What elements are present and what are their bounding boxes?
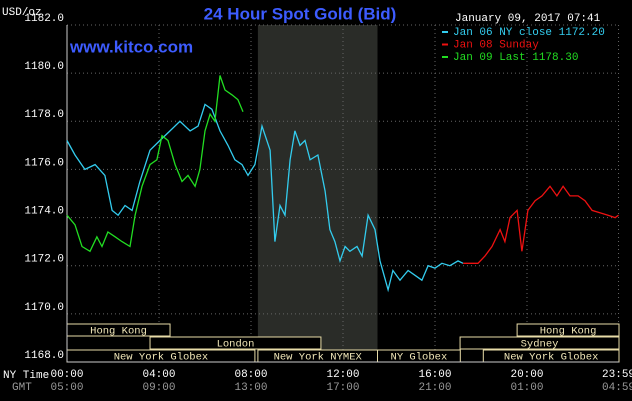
session-label: Hong Kong [540, 325, 597, 337]
timestamp: January 09, 2017 07:41 [455, 13, 601, 25]
session-label: Hong Kong [90, 325, 147, 337]
price-line [463, 185, 619, 264]
x-gmt-label: 01:00 [510, 382, 543, 394]
session-label: London [217, 338, 255, 350]
y-tick-label: 1176.0 [24, 157, 64, 169]
x-gmt-label: 17:00 [326, 382, 359, 394]
x-gmt-label: 04:59 [602, 382, 632, 394]
price-line [66, 75, 244, 253]
legend-label: Jan 09 Last 1178.30 [453, 52, 578, 64]
x-gmt-label: 13:00 [234, 382, 267, 394]
shaded-session [257, 25, 378, 362]
ny-time-label: NY Time [3, 370, 49, 382]
x-tick-label: 00:00 [50, 369, 83, 381]
session-bar [149, 336, 322, 350]
y-tick-label: 1174.0 [24, 205, 64, 217]
session-label: NY Globex [391, 351, 448, 363]
x-tick-label: 20:00 [510, 369, 543, 381]
chart-title: 24 Hour Spot Gold (Bid) [204, 4, 397, 23]
x-tick-label: 12:00 [326, 369, 359, 381]
session-label: New York Globex [504, 351, 599, 363]
x-tick-label: 04:00 [142, 369, 175, 381]
legend-label: Jan 06 NY close 1172.20 [453, 27, 605, 39]
x-gmt-label: 05:00 [50, 382, 83, 394]
y-tick-label: 1168.0 [24, 350, 64, 362]
y-tick-label: 1172.0 [24, 254, 64, 266]
x-tick-label: 16:00 [418, 369, 451, 381]
legend-label: Jan 08 Sunday [453, 39, 539, 51]
session-label: New York NYMEX [274, 351, 363, 363]
y-tick-label: 1180.0 [24, 61, 64, 73]
price-line [66, 103, 464, 293]
x-tick-label: 23:59 [602, 369, 632, 381]
x-gmt-label: 09:00 [142, 382, 175, 394]
gmt-label: GMT [12, 382, 32, 394]
x-gmt-label: 21:00 [418, 382, 451, 394]
unit-label: USD/oz [2, 7, 42, 19]
session-label: Sydney [521, 338, 559, 350]
x-tick-label: 08:00 [234, 369, 267, 381]
y-tick-label: 1182.0 [24, 13, 64, 25]
y-tick-label: 1178.0 [24, 109, 64, 121]
session-label: New York Globex [114, 351, 209, 363]
y-tick-label: 1170.0 [24, 302, 64, 314]
session-bar [459, 336, 620, 350]
website: www.kitco.com [69, 37, 193, 56]
session-bar [516, 323, 620, 337]
